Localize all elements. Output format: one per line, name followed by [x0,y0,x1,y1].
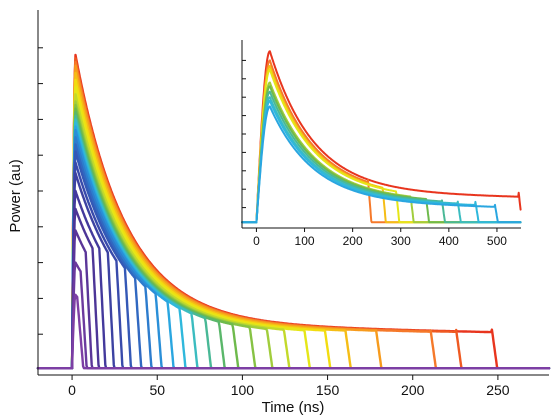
inset-x-tick-label: 0 [253,234,260,248]
main-x-tick-label: 150 [316,382,340,398]
main-x-axis-label: Time (ns) [262,399,325,416]
inset-x-tick-label: 200 [343,234,363,248]
inset-x-tick-label: 400 [439,234,459,248]
inset-axes: 0 100 200 300 400 500 [241,40,521,248]
main-x-tick-label: 50 [149,382,165,398]
main-series-line-27 [36,293,551,370]
main-x-tick-label: 200 [401,382,425,398]
inset-series-line-9 [241,99,522,224]
main-x-tick-label: 0 [68,382,76,398]
main-plot: 0 50 100 150 200 250 Time (ns) Power (au) [7,10,551,416]
main-axes: 0 50 100 150 200 250 [37,10,549,398]
inset-background [238,30,528,244]
main-x-tick-label: 250 [486,382,510,398]
inset-x-tick-label: 300 [391,234,411,248]
main-x-tick-label: 100 [231,382,255,398]
inset-series-line-10 [241,105,522,224]
inset-x-tick-label: 100 [295,234,315,248]
main-series-group [36,53,551,370]
inset-series-group [241,50,522,224]
main-series-line-26 [36,261,551,370]
inset-plot: 0 100 200 300 400 500 [238,30,528,248]
main-y-axis-label: Power (au) [7,159,24,232]
inset-series-line-1 [241,50,522,224]
inset-x-tick-label: 500 [487,234,507,248]
